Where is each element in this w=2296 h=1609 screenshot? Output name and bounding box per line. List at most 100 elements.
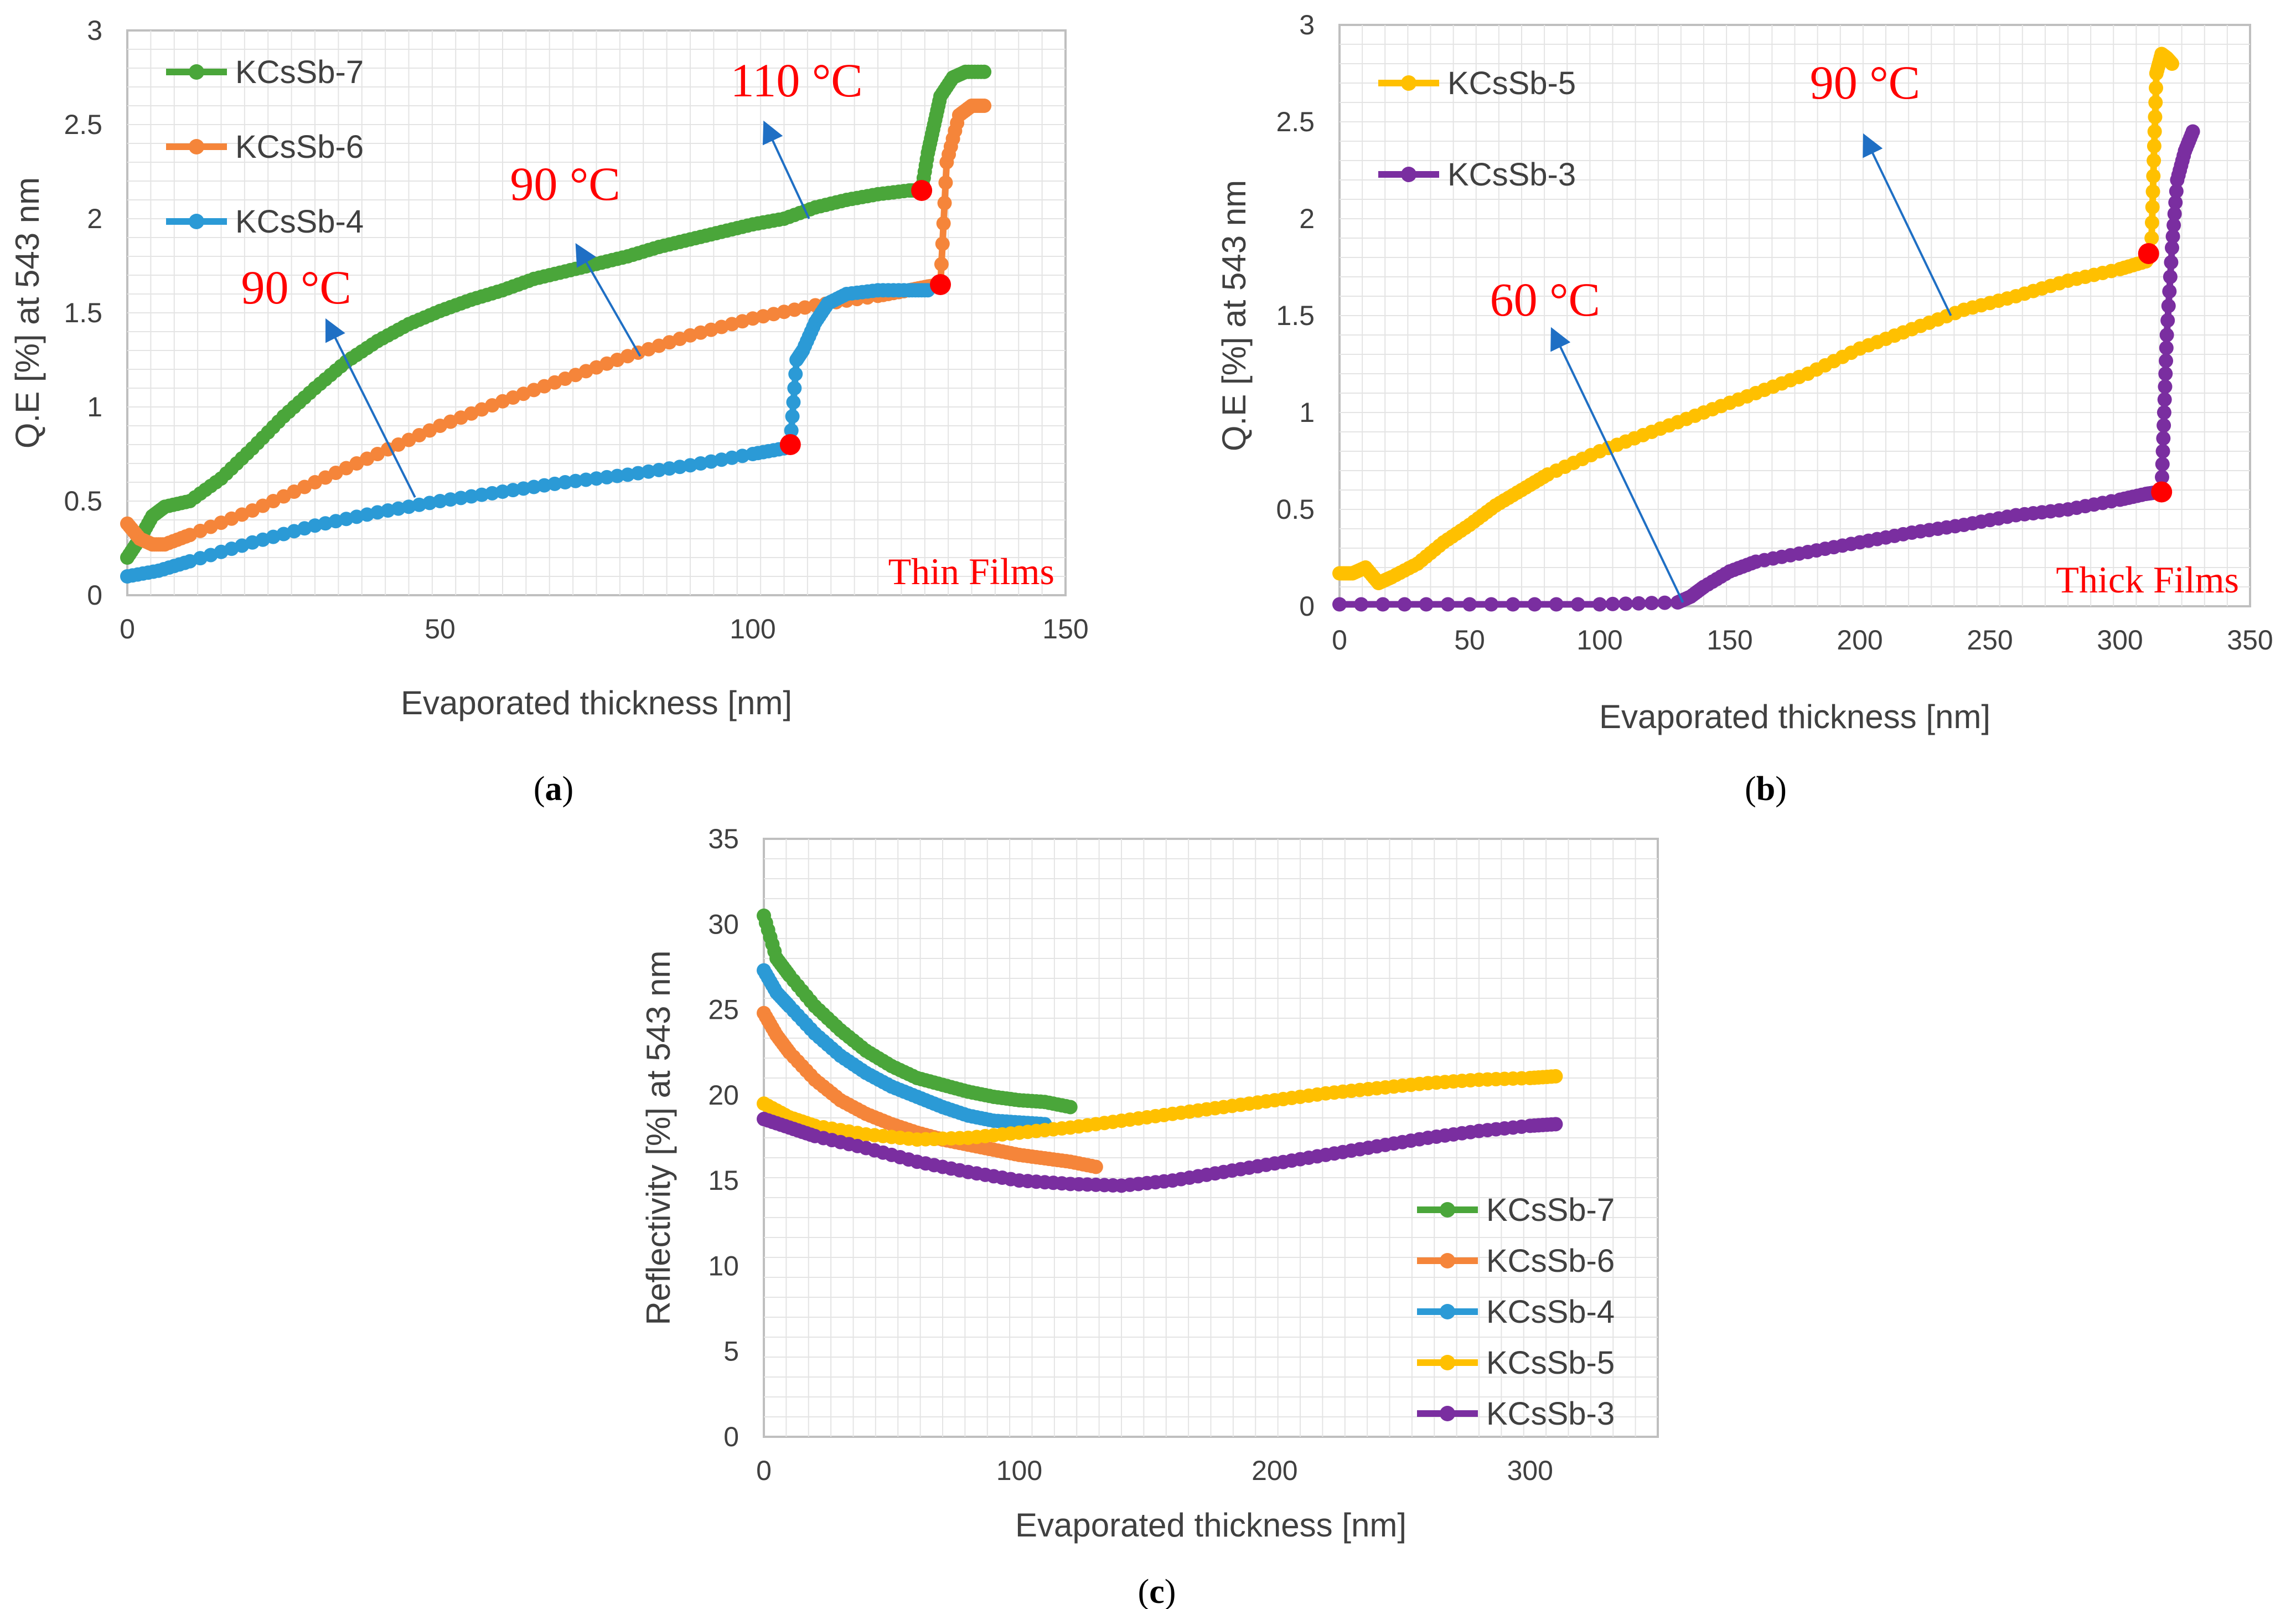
data-point (934, 257, 949, 272)
data-point (2162, 284, 2177, 299)
transition-marker (779, 434, 801, 455)
chart-panel-a: 0 50 100 150 0 0.5 1 1.5 2 2.5 3 Evaporated thickne… (9, 15, 1089, 721)
annotation-arrow (1550, 327, 1684, 603)
data-point (2148, 95, 2163, 110)
x-axis-title: Evaporated thickness [nm] (401, 684, 792, 721)
data-point (2159, 328, 2174, 342)
data-point (2160, 313, 2175, 328)
caption-a: (a) (534, 770, 573, 808)
data-point (788, 367, 803, 381)
x-tick-label: 150 (1042, 613, 1088, 644)
data-point (2157, 405, 2171, 420)
data-point (2155, 444, 2170, 458)
x-tick-label: 350 (2227, 625, 2273, 656)
series-kcssb-5 (757, 1069, 1563, 1147)
data-point (2159, 341, 2174, 355)
annotation-arrow (762, 120, 810, 219)
data-point (2144, 215, 2159, 230)
data-point (936, 216, 951, 231)
y-axis-title: Q.E [%] at 543 nm (1216, 180, 1253, 451)
data-point (935, 236, 950, 251)
data-point (2157, 392, 2172, 407)
legend-swatch-marker (189, 139, 204, 154)
transition-marker (2151, 481, 2173, 503)
data-point (1548, 1117, 1563, 1132)
data-point (1375, 597, 1390, 612)
x-tick-label: 300 (1507, 1455, 1553, 1486)
data-point (2165, 240, 2179, 255)
data-point (1631, 596, 1646, 611)
data-point (2158, 379, 2173, 394)
y-tick-label: 0 (723, 1421, 739, 1452)
legend-swatch-marker (1440, 1304, 1455, 1319)
grid (764, 839, 1658, 1437)
data-point (2165, 56, 2179, 71)
data-point (784, 423, 799, 438)
data-point (589, 471, 604, 486)
legend-label: KCsSb-6 (1486, 1243, 1615, 1279)
data-point (2169, 184, 2184, 199)
x-tick-label: 0 (120, 613, 135, 644)
series-kcssb-3 (757, 1112, 1563, 1193)
legend-swatch-marker (1440, 1202, 1455, 1218)
data-point (599, 470, 614, 484)
series-kcssb-6 (120, 99, 992, 552)
transition-marker (930, 274, 951, 295)
legend: KCsSb-5 KCsSb-3 (1378, 65, 1576, 193)
data-point (977, 64, 992, 79)
y-tick-label: 15 (708, 1165, 739, 1196)
y-tick-label: 5 (723, 1336, 739, 1367)
y-tick-label: 2.5 (1276, 106, 1315, 137)
data-point (2145, 184, 2160, 199)
data-point (2144, 231, 2159, 245)
chart-panel-c: 0 100 200 300 0 5 10 15 20 25 30 35 Evaporated thick… (640, 823, 1659, 1544)
data-point (977, 99, 992, 113)
data-point (2149, 80, 2164, 95)
temperature-annotation: 110 °C (731, 54, 863, 107)
grid (127, 30, 1066, 595)
legend: KCsSb-7 KCsSb-6 KCsSb-4 KCsSb-5 KCsSb-3 (1417, 1192, 1615, 1432)
data-point (2154, 470, 2169, 484)
legend-label: KCsSb-3 (1486, 1396, 1615, 1432)
legend-swatch-marker (189, 64, 204, 80)
x-tick-label: 200 (1837, 625, 1883, 656)
data-point (2166, 218, 2181, 233)
x-tick-label: 50 (1454, 625, 1485, 656)
data-point (2156, 431, 2171, 446)
series-kcssb-4 (120, 283, 935, 584)
data-point (2146, 169, 2161, 183)
legend-label: KCsSb-5 (1447, 65, 1576, 101)
y-tick-label: 3 (87, 15, 102, 46)
x-tick-label: 0 (1332, 625, 1347, 656)
data-point (1570, 597, 1585, 612)
legend-swatch-marker (189, 214, 204, 229)
legend-label: KCsSb-3 (1447, 157, 1576, 193)
y-tick-label: 0.5 (64, 486, 102, 517)
data-point (2147, 138, 2161, 153)
y-tick-label: 1 (87, 391, 102, 422)
data-point (2157, 418, 2171, 433)
legend-label: KCsSb-5 (1486, 1345, 1615, 1381)
data-point (787, 381, 802, 395)
temperature-annotation: 90 °C (1810, 56, 1920, 109)
legend: KCsSb-7 KCsSb-6 KCsSb-4 (166, 54, 364, 240)
data-point (1592, 597, 1607, 612)
y-tick-label: 0 (1299, 591, 1315, 622)
temperature-annotation: 90 °C (510, 157, 620, 210)
x-tick-label: 100 (996, 1455, 1042, 1486)
data-point (785, 409, 800, 424)
data-point (1618, 596, 1633, 611)
legend-label: KCsSb-6 (235, 129, 364, 165)
data-point (2168, 195, 2183, 210)
data-point (568, 473, 583, 488)
data-point (2159, 353, 2174, 368)
legend-swatch-marker (1401, 75, 1416, 91)
x-axis-title: Evaporated thickness [nm] (1015, 1507, 1406, 1544)
x-tick-label: 300 (2097, 625, 2143, 656)
data-point (786, 395, 801, 410)
legend-label: KCsSb-4 (235, 204, 364, 240)
x-tick-label: 150 (1707, 625, 1752, 656)
grid (1340, 25, 2250, 606)
y-axis-title: Q.E [%] at 543 nm (9, 177, 46, 448)
